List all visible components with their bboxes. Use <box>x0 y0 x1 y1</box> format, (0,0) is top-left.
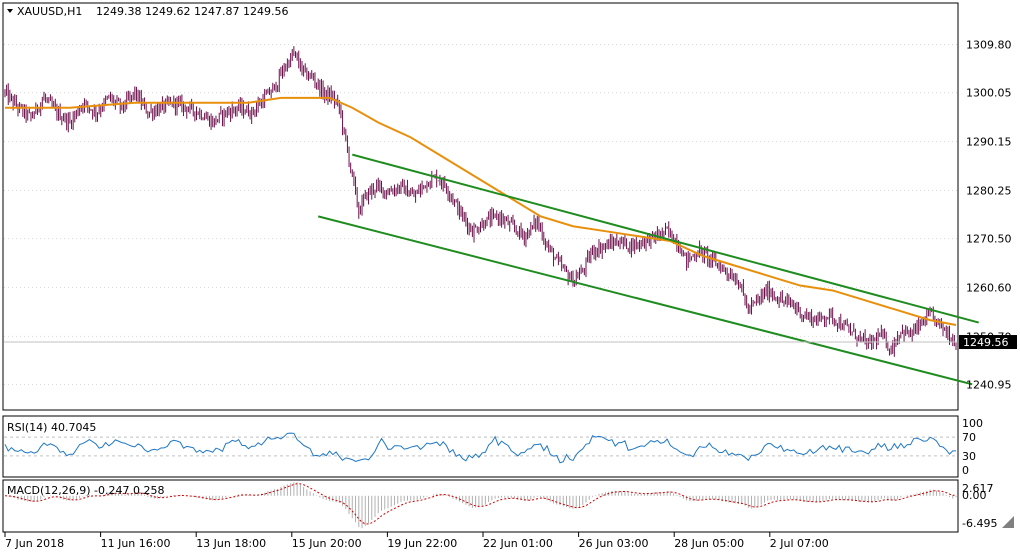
dropdown-triangle-icon[interactable] <box>7 9 13 13</box>
channel-upper-line <box>352 153 979 324</box>
rsi-tick: 70 <box>962 431 976 444</box>
price-tick: 1240.95 <box>966 379 1012 392</box>
time-tick: 19 Jun 22:00 <box>387 537 457 550</box>
macd-tick-top: 2.617 <box>962 482 994 495</box>
channel-lower-line <box>317 215 973 386</box>
time-axis: 7 Jun 2018 11 Jun 16:00 13 Jun 18:00 15 … <box>4 532 829 550</box>
time-tick: 22 Jun 01:00 <box>483 537 553 550</box>
price-tick: 1270.50 <box>966 233 1012 246</box>
price-panel: XAUUSD,H1 1249.38 1249.62 1247.87 1249.5… <box>2 2 1017 411</box>
resize-grip-icon[interactable] <box>1002 516 1014 528</box>
price-panel-frame <box>2 2 959 411</box>
time-tick: 11 Jun 16:00 <box>101 537 171 550</box>
price-tick: 1280.25 <box>966 184 1012 197</box>
time-tick: 2 Jul 07:00 <box>770 537 829 550</box>
time-tick: 7 Jun 2018 <box>5 537 64 550</box>
price-tick: 1290.15 <box>966 136 1012 149</box>
price-header: XAUUSD,H1 1249.38 1249.62 1247.87 1249.5… <box>7 5 288 18</box>
rsi-panel: RSI(14) 40.7045 100 70 30 0 <box>2 415 983 478</box>
moving-average-line <box>5 96 957 327</box>
current-price-value: 1249.56 <box>963 336 1009 349</box>
ohlc-values: 1249.38 1249.62 1247.87 1249.56 <box>96 5 288 18</box>
macd-panel-frame <box>2 479 959 533</box>
rsi-tick: 0 <box>962 464 969 477</box>
time-tick: 28 Jun 05:00 <box>674 537 744 550</box>
rsi-label: RSI(14) 40.7045 <box>7 421 96 434</box>
macd-tick-zero: 0.00 <box>962 489 987 502</box>
macd-tick-bottom: -6.495 <box>962 517 997 530</box>
price-tick: 1309.80 <box>966 39 1012 52</box>
time-tick: 15 Jun 20:00 <box>292 537 362 550</box>
macd-label: MACD(12,26,9) -0.247 0.258 <box>7 484 165 497</box>
rsi-panel-frame <box>2 415 959 478</box>
macd-histogram <box>7 482 957 529</box>
current-price-badge: 1249.56 <box>959 335 1017 350</box>
rsi-tick: 30 <box>962 450 976 463</box>
price-grid <box>4 44 957 386</box>
price-tick: 1300.05 <box>966 87 1012 100</box>
macd-panel: MACD(12,26,9) -0.247 0.258 2.617 0.00 -6… <box>2 479 1014 533</box>
time-tick: 26 Jun 03:00 <box>579 537 649 550</box>
time-tick: 13 Jun 18:00 <box>196 537 266 550</box>
rsi-tick: 100 <box>962 417 983 430</box>
symbol-label: XAUUSD,H1 <box>17 5 82 18</box>
macd-signal-line <box>4 483 957 525</box>
price-tick: 1260.60 <box>966 282 1012 295</box>
rsi-line <box>4 432 956 464</box>
